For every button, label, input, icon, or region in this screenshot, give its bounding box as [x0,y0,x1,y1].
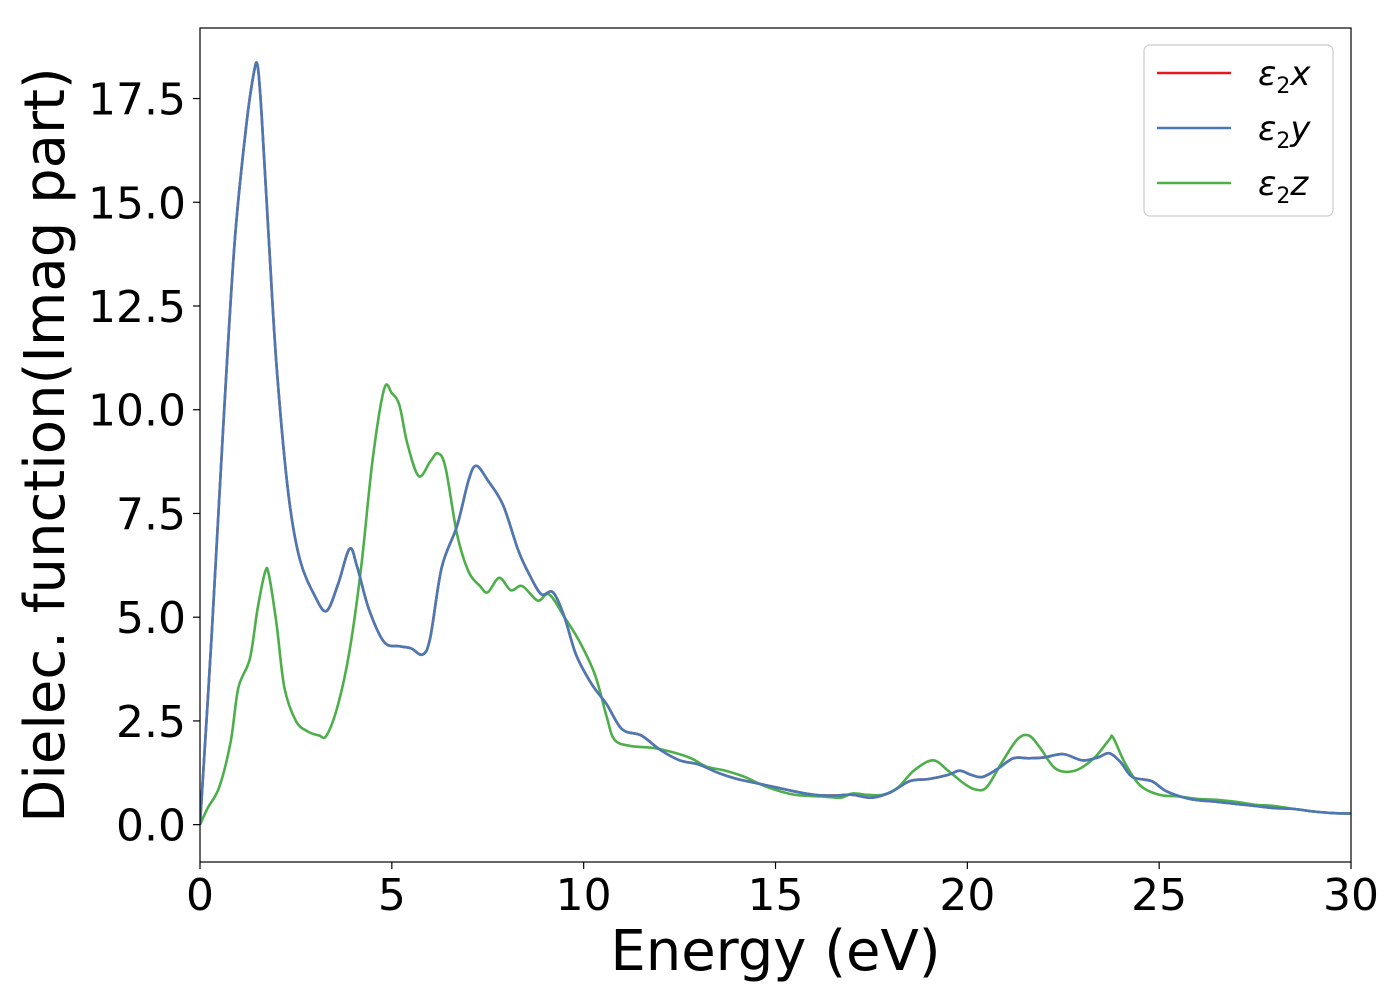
plot-area-frame [199,27,1352,863]
y-tick-label: 0.0 [116,801,186,852]
legend: ε2x ε2y ε2z [1143,44,1334,217]
series-line-y [200,61,1351,825]
legend-label-x: ε2x [1258,54,1311,99]
x-tick-label: 15 [748,870,804,921]
y-axis-ticks: 0.0 2.5 5.0 7.5 10.0 12.5 15.0 17.5 [88,75,200,852]
legend-label-y: ε2y [1258,109,1311,154]
x-axis-ticks: 0 5 10 15 20 25 30 [186,862,1379,921]
x-axis-label: Energy (eV) [610,919,940,984]
y-axis-label: Dielec. function(Imag part) [13,67,78,823]
y-tick-label: 2.5 [116,697,186,748]
x-tick-label: 20 [939,870,995,921]
y-tick-label: 17.5 [88,75,186,126]
x-tick-label: 5 [378,870,406,921]
x-tick-label: 10 [556,870,612,921]
y-tick-label: 10.0 [88,386,186,437]
series-layer [200,61,1351,826]
y-tick-label: 7.5 [116,489,186,540]
legend-label-z: ε2z [1258,164,1309,209]
y-tick-label: 12.5 [88,282,186,333]
legend-box [1143,44,1334,217]
y-tick-label: 5.0 [116,593,186,644]
series-line-z [200,383,1351,826]
x-tick-label: 25 [1131,870,1187,921]
y-tick-label: 15.0 [88,178,186,229]
x-tick-label: 0 [186,870,214,921]
x-tick-label: 30 [1323,870,1379,921]
